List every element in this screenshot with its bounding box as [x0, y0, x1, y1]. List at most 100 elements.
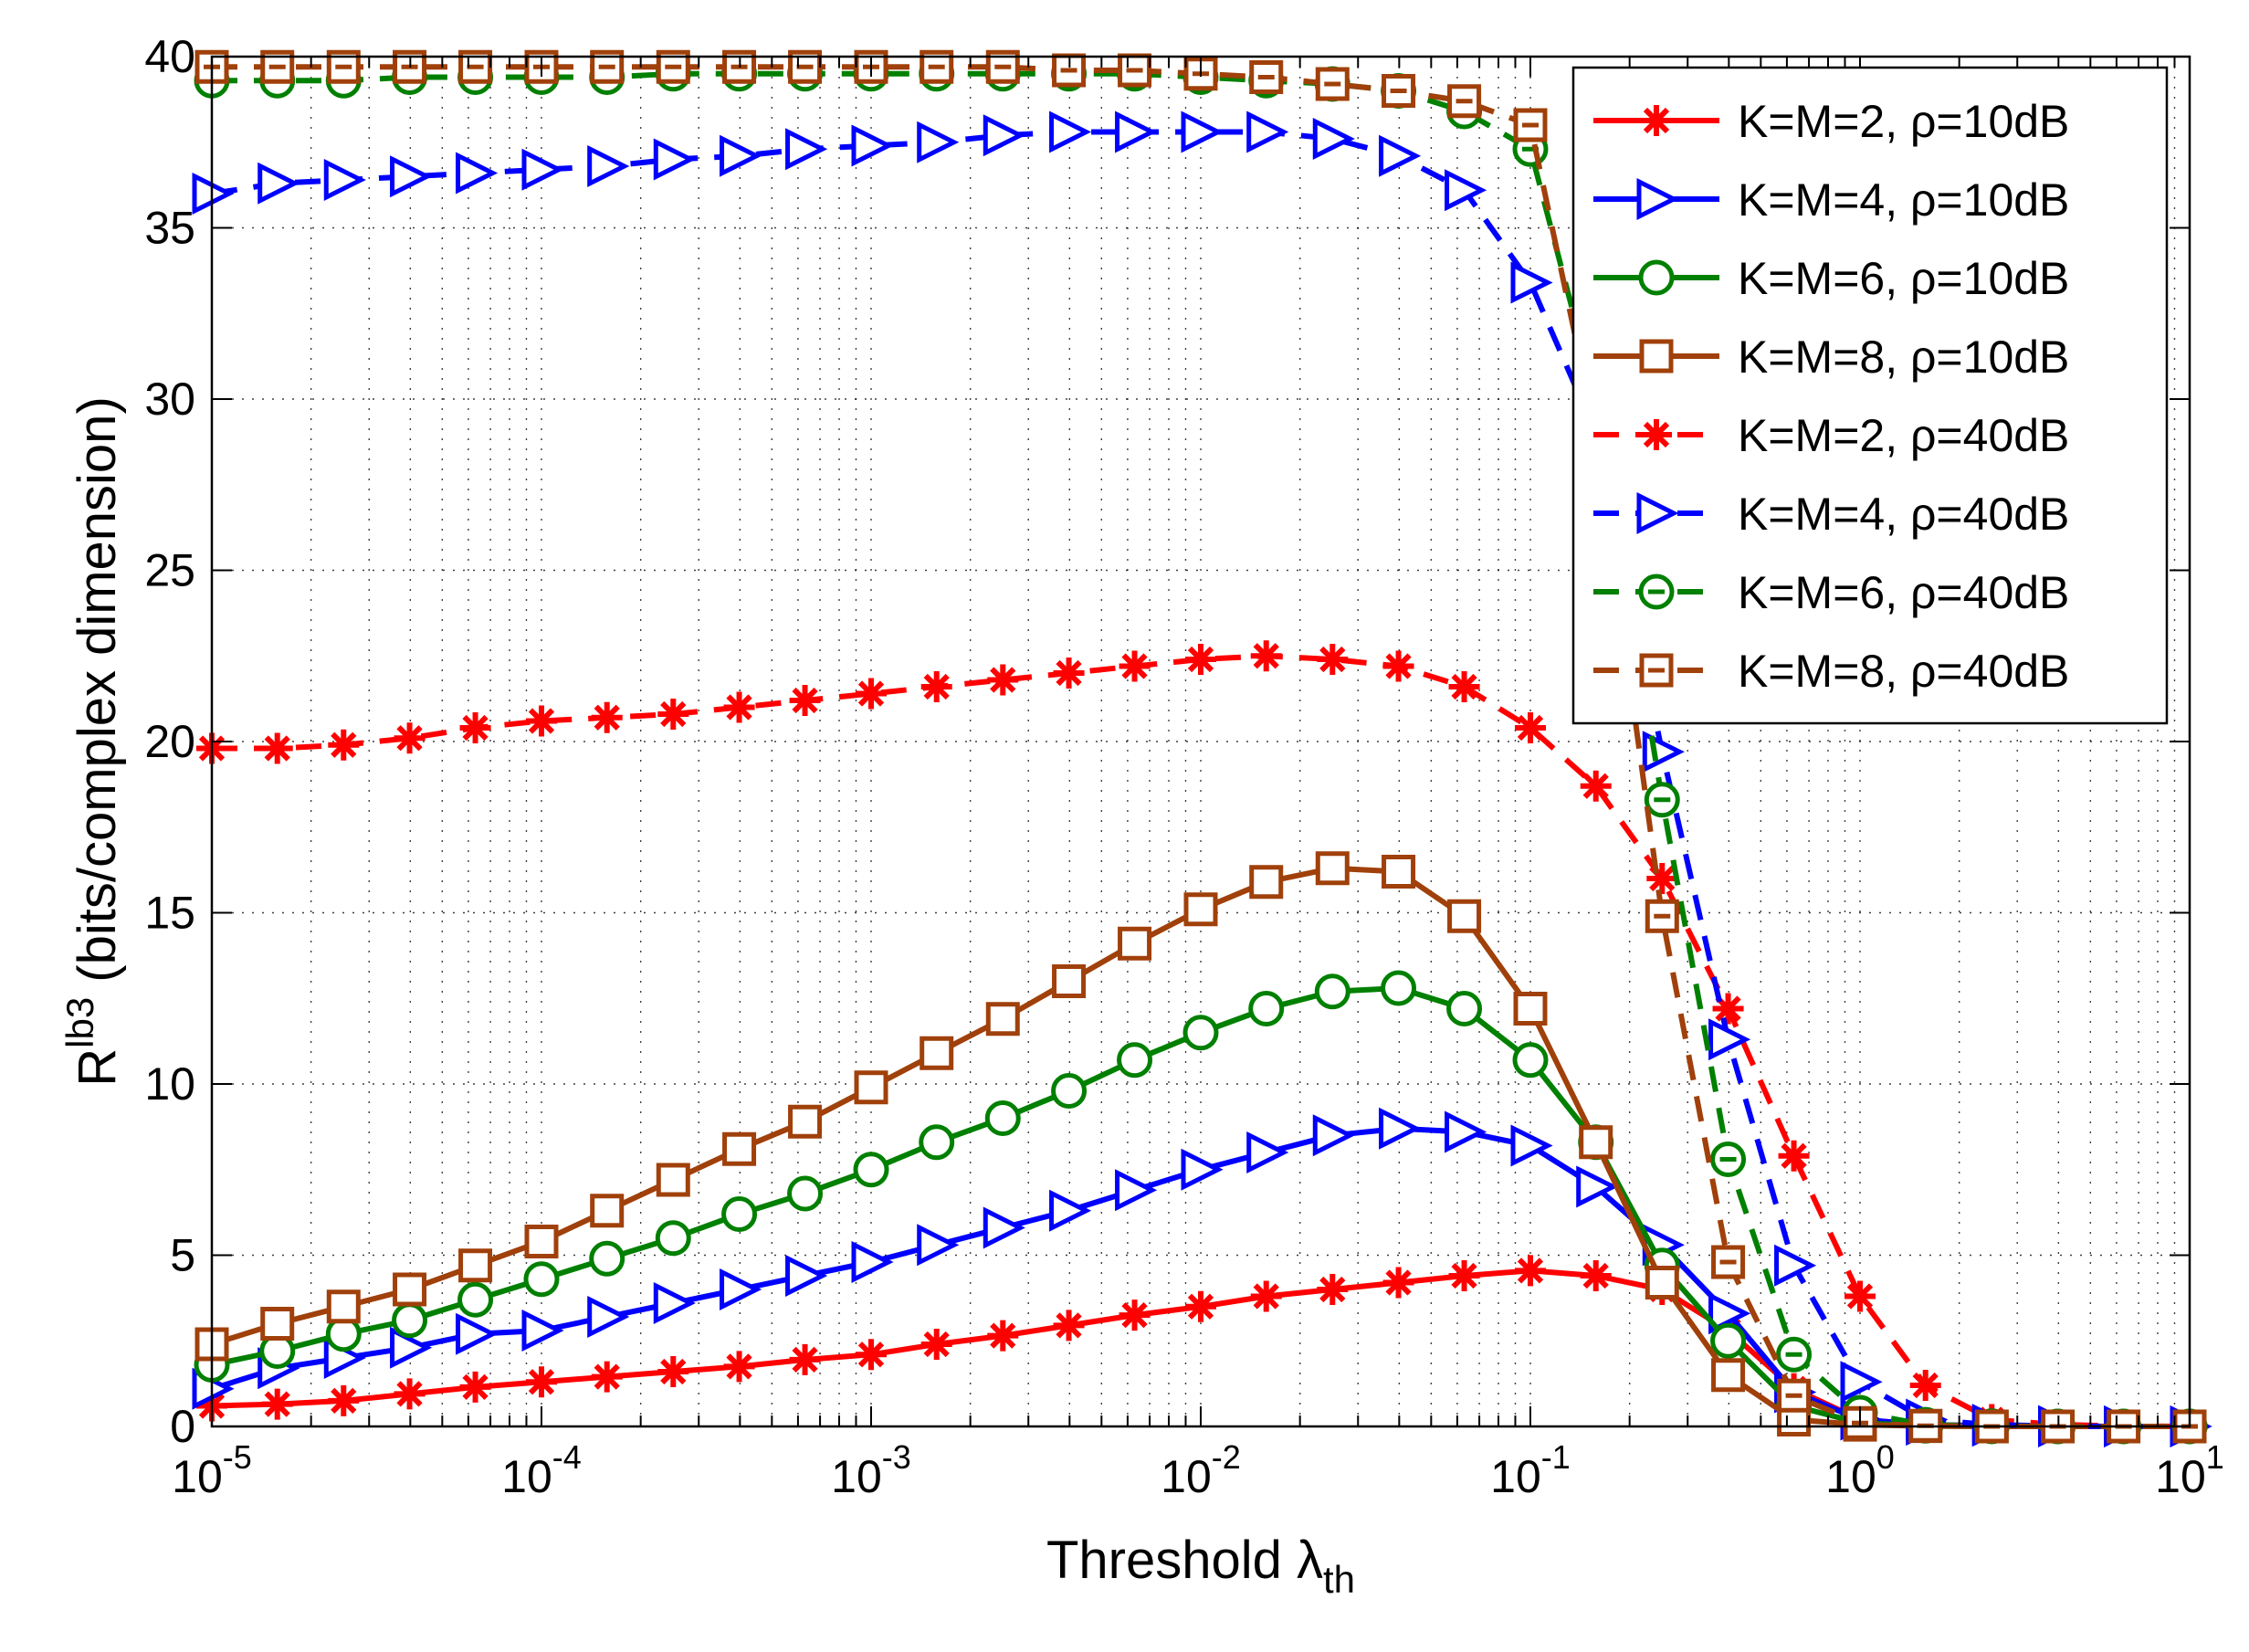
legend-entry-4: K=M=8, ρ=10dB [1593, 331, 2069, 383]
circle-marker [787, 1175, 824, 1212]
y-tick-label: 25 [144, 545, 195, 596]
circle-marker [1638, 259, 1675, 296]
circle-marker [1248, 991, 1285, 1026]
square-marker [524, 1225, 559, 1258]
asterisk-marker [1385, 653, 1412, 679]
triangle-marker [1049, 110, 1092, 153]
triangle-marker [1840, 1361, 1883, 1404]
triangle-marker [390, 1326, 433, 1369]
y-tick-label: 10 [144, 1058, 195, 1110]
asterisk-marker [923, 1331, 950, 1358]
asterisk-marker [923, 673, 950, 700]
triangle-marker [851, 124, 894, 167]
square-marker [1315, 851, 1350, 886]
x-tick-label: 10-5 [172, 1438, 252, 1502]
legend-box [1571, 66, 2169, 725]
asterisk-marker [594, 1363, 620, 1390]
asterisk-marker [1582, 1262, 1609, 1289]
triangle-marker [1049, 1189, 1092, 1232]
x-tick-label: 10-2 [1161, 1438, 1241, 1502]
circle-marker [1446, 991, 1483, 1026]
asterisk-marker [1319, 646, 1346, 673]
asterisk-marker [1056, 1312, 1082, 1339]
asterisk-marker [1187, 646, 1214, 673]
asterisk-marker [1056, 659, 1082, 687]
asterisk-marker [528, 1369, 555, 1395]
circle-marker [1710, 1322, 1747, 1359]
circle-marker [1381, 970, 1417, 1006]
asterisk-marker [857, 680, 885, 707]
triangle-marker [1510, 261, 1553, 304]
triangle-marker [1312, 1114, 1355, 1157]
triangle-marker [1510, 1124, 1553, 1167]
triangle-marker [1636, 491, 1679, 535]
legend-label: K=M=2, ρ=40dB [1738, 410, 2069, 461]
legend-entry-1: K=M=2, ρ=10dB [1593, 96, 2069, 147]
asterisk-marker [990, 667, 1016, 693]
legend-label: K=M=2, ρ=10dB [1738, 96, 2069, 147]
triangle-marker [587, 144, 630, 188]
asterisk-marker [726, 1353, 752, 1380]
y-tick-label: 30 [144, 374, 195, 425]
asterisk-marker [1517, 1257, 1544, 1284]
legend-entry-8: K=M=8, ρ=40dB [1593, 646, 2069, 697]
asterisk-marker [462, 714, 489, 742]
asterisk-marker [792, 1346, 818, 1373]
asterisk-marker [1451, 1262, 1477, 1289]
y-tick-label: 35 [144, 203, 195, 254]
legend[interactable]: K=M=2, ρ=10dB K=M=4, ρ=10dB K=M=6, ρ=10dB K… [1571, 66, 2169, 725]
asterisk-marker [660, 700, 687, 728]
triangle-marker [1115, 1169, 1158, 1212]
asterisk-marker [1517, 714, 1544, 742]
asterisk-marker [528, 708, 555, 734]
y-tick-label: 20 [144, 716, 195, 767]
legend-label: K=M=6, ρ=10dB [1738, 253, 2069, 304]
legend-label: K=M=8, ρ=10dB [1738, 331, 2069, 383]
x-axis-label: Threshold λth [1046, 1531, 1355, 1601]
asterisk-marker [1582, 773, 1609, 799]
square-marker [920, 1036, 954, 1070]
triangle-marker [521, 1309, 564, 1352]
square-marker [590, 1194, 625, 1228]
legend-label: K=M=4, ρ=40dB [1738, 489, 2069, 540]
y-tick-label: 40 [144, 31, 195, 82]
triangle-marker [521, 148, 564, 191]
triangle-marker [653, 138, 696, 181]
square-marker [722, 1131, 757, 1166]
circle-marker [392, 1302, 428, 1339]
square-marker [1183, 892, 1218, 927]
square-marker [1711, 1358, 1746, 1393]
triangle-marker [587, 1295, 630, 1339]
triangle-marker [1379, 1107, 1422, 1150]
x-tick-label: 10-3 [831, 1438, 911, 1502]
asterisk-marker [990, 1322, 1016, 1349]
legend-label: K=M=6, ρ=40dB [1738, 567, 2069, 618]
y-tick-label: 0 [170, 1401, 195, 1452]
legend-entry-6: K=M=4, ρ=40dB [1593, 489, 2069, 540]
x-tick-label: 101 [2155, 1438, 2224, 1502]
asterisk-marker [1643, 107, 1670, 134]
square-marker [1639, 339, 1674, 374]
triangle-marker [1115, 110, 1158, 153]
asterisk-marker [1451, 673, 1477, 700]
square-marker [393, 1272, 427, 1307]
circle-marker [655, 1220, 691, 1257]
triangle-marker [983, 114, 1025, 157]
circle-marker [919, 1124, 955, 1161]
triangle-marker [653, 1281, 696, 1325]
square-marker [1513, 992, 1548, 1026]
asterisk-marker [264, 735, 290, 762]
asterisk-marker [726, 694, 752, 721]
square-marker [854, 1070, 888, 1105]
triangle-marker [720, 134, 762, 177]
triangle-marker [1246, 1131, 1289, 1174]
triangle-marker [1181, 1148, 1224, 1191]
triangle-marker [1708, 1292, 1751, 1335]
triangle-marker [1576, 1165, 1619, 1208]
triangle-marker [720, 1268, 762, 1311]
legend-entry-3: K=M=6, ρ=10dB [1593, 253, 2069, 304]
circle-marker [721, 1196, 758, 1232]
asterisk-marker [1385, 1269, 1412, 1296]
triangle-marker [1379, 134, 1422, 177]
x-tick-label: 10-4 [501, 1438, 582, 1502]
